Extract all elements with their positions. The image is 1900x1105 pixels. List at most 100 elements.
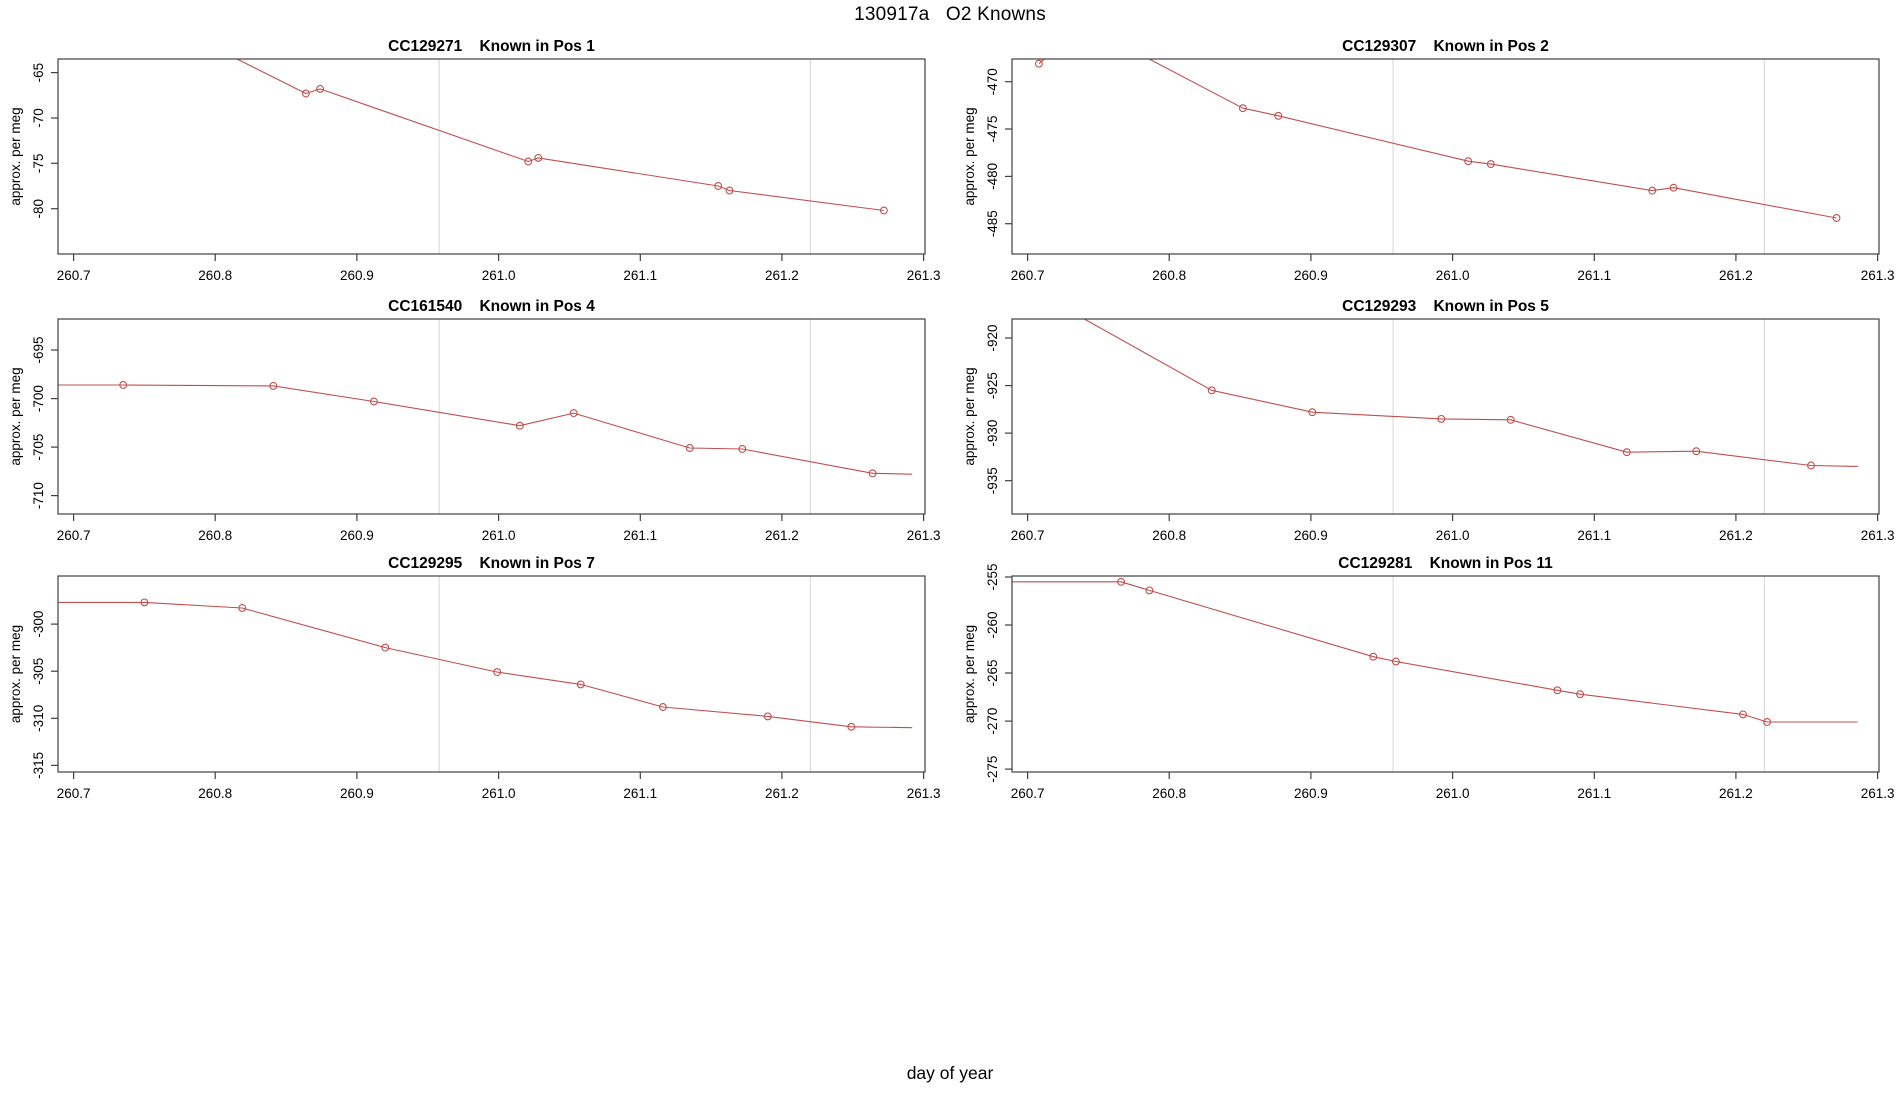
data-point-marker [1576,690,1585,699]
y-tick-label: -705 [31,434,46,461]
x-tick-label: 261.0 [482,786,516,801]
x-tick-label: 261.3 [1861,268,1895,283]
x-tick-label: 260.9 [340,268,374,283]
data-point-marker [1669,183,1678,192]
data-point-marker [1117,577,1126,586]
series-line [1083,319,1858,467]
data-point-marker [1807,461,1815,470]
data-point-marker [1553,686,1562,695]
panel-box [1011,575,1880,773]
data-point-marker [1238,104,1247,113]
panel-box [1011,58,1880,255]
y-tick-label: -70 [31,108,46,128]
y-tick-label: -925 [985,372,1000,399]
x-tick-label: 260.7 [1011,268,1045,283]
panel-title: CC129295 Known in Pos 7 [388,555,595,572]
x-tick-label: 261.2 [765,528,799,543]
x-tick-label: 261.1 [623,786,657,801]
data-point-marker [738,445,747,453]
x-tick-label: 260.9 [340,786,374,801]
data-point-marker [725,186,734,195]
data-point-marker [1486,160,1495,169]
x-tick-label: 261.3 [1861,528,1895,543]
data-point-marker [369,397,378,406]
y-tick-label: -695 [31,336,46,363]
x-axis-global-label: day of year [906,1063,994,1083]
y-tick-label: -80 [31,199,46,219]
y-tick-label: -315 [31,752,46,779]
data-point-marker [1391,657,1400,666]
panel-box [57,575,926,773]
x-tick-label: 260.9 [1294,268,1328,283]
data-point-marker [868,469,877,478]
data-point-marker [1832,214,1841,222]
y-tick-label: -930 [985,420,1000,447]
x-tick-label: 261.0 [1436,268,1470,283]
data-point-marker [1506,415,1515,424]
panel-box [57,318,926,515]
x-tick-label: 261.1 [1577,528,1611,543]
data-point-marker [238,604,247,612]
x-tick-label: 260.8 [1152,786,1186,801]
x-tick-label: 261.3 [907,528,941,543]
x-tick-label: 260.7 [1011,786,1045,801]
data-point-marker [1308,408,1317,417]
data-point-marker [879,206,888,215]
series-line [1012,581,1858,723]
data-point-marker [1437,414,1446,423]
data-point-marker [847,722,856,731]
x-tick-label: 261.2 [1719,786,1753,801]
data-point-marker [1648,186,1657,195]
y-tick-label: -920 [985,324,1000,351]
y-axis-label: approx. per meg [8,367,23,465]
data-point-marker [1207,386,1216,395]
data-point-marker [569,409,578,418]
y-tick-label: -75 [31,154,46,174]
x-tick-label: 260.8 [198,528,232,543]
data-point-marker [524,157,533,166]
x-tick-label: 261.1 [1577,268,1611,283]
data-point-marker [301,89,310,98]
x-tick-label: 260.7 [57,268,91,283]
panel-title: CC129307 Known in Pos 2 [1342,38,1549,55]
y-axis-label: approx. per meg [962,367,977,465]
data-point-marker [1274,111,1283,120]
y-axis-label: approx. per meg [962,107,977,205]
y-tick-label: -305 [31,658,46,685]
x-tick-label: 260.9 [1294,786,1328,801]
x-tick-label: 260.8 [198,268,232,283]
y-tick-label: -710 [31,482,46,509]
data-point-marker [493,668,502,677]
panel-title: CC129281 Known in Pos 11 [1338,555,1553,572]
x-tick-label: 260.8 [1152,268,1186,283]
y-tick-label: -65 [31,63,46,83]
x-tick-label: 261.2 [1719,268,1753,283]
y-tick-label: -475 [985,115,1000,142]
panel-title: CC161540 Known in Pos 4 [388,298,595,315]
x-tick-label: 260.7 [57,528,91,543]
y-tick-label: -265 [985,659,1000,686]
data-point-marker [1034,59,1043,68]
y-tick-label: -470 [985,68,1000,95]
data-point-marker [1692,447,1701,456]
x-tick-label: 261.2 [765,268,799,283]
y-axis-label: approx. per meg [962,625,977,723]
x-tick-label: 261.1 [1577,786,1611,801]
x-tick-label: 261.1 [623,528,657,543]
panel-box [57,58,926,255]
x-tick-label: 260.9 [340,528,374,543]
y-tick-label: -300 [31,611,46,638]
data-point-marker [1622,448,1631,457]
data-point-marker [658,703,667,711]
y-tick-label: -485 [985,210,1000,237]
data-point-marker [140,598,149,607]
x-tick-label: 261.3 [907,268,941,283]
x-tick-label: 261.0 [1436,786,1470,801]
panel-box [1011,318,1880,515]
series-line [1038,59,1837,219]
y-tick-label: -310 [31,705,46,732]
x-tick-label: 260.8 [198,786,232,801]
data-point-marker [381,643,390,652]
